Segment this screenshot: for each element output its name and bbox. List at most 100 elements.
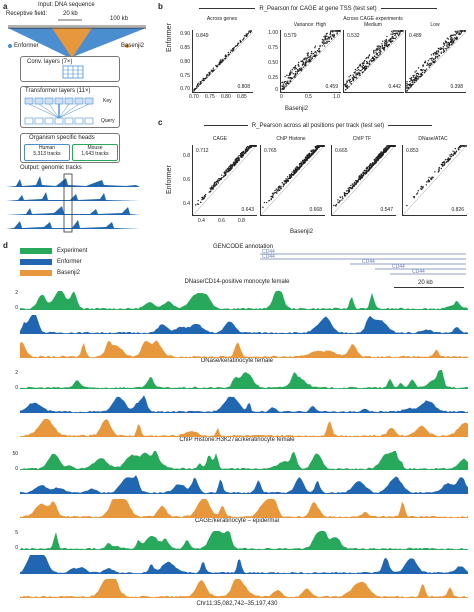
scatter-point [382,47,384,50]
scatter-point [334,30,336,32]
scatter-point [355,73,357,75]
scatter-point [449,154,451,156]
scatter-point [245,146,248,149]
transformer-layers-box: Transformer layers (11×) Key Query [20,86,120,128]
scatter-point [342,197,344,200]
scatter-point [289,80,291,82]
scatter-point [214,185,216,188]
scatter-point [348,76,350,78]
scatter-point [323,40,325,43]
scatter-point [363,59,366,62]
scatter-point [321,38,324,41]
scatter-point [227,168,229,170]
scatter-point [355,75,357,77]
track-experiment-h3k27ac [20,450,468,470]
scatter-point [436,50,438,52]
scatter-point [282,185,284,188]
panel-c-label: c [158,118,163,127]
track-experiment-monocyte [20,290,468,310]
scatter-point [417,67,420,69]
scatter-point [392,145,395,147]
scatter-point [411,79,413,81]
scatter-point [415,70,417,72]
organism-heads-label: Organism specific heads [29,135,95,141]
scatter-point [281,182,283,184]
c-scatter-chip-tf: 0.665 0.547 [331,145,396,216]
scatter-point [381,44,384,47]
scatter-point [366,166,369,169]
mouse-head: Mouse 1,643 tracks [72,144,118,161]
scatter-point [445,40,447,43]
scatter-point [315,54,318,56]
scatter-point [373,162,375,165]
scatter-point [362,172,364,175]
scatter-point [427,179,430,181]
scatter-point [448,43,451,46]
scatter-point [244,152,247,154]
scatter-point [392,32,394,34]
receptive-field-diagram [8,19,146,58]
scatter-point [195,87,197,90]
scatter-point [195,85,198,87]
scatter-point [233,165,236,167]
b-xtick: 0.85 [237,94,247,100]
scatter-point [446,37,449,39]
legend-item-enformer: Enformer [20,256,87,267]
scatter-point [218,63,221,65]
d-ytick: 0 [15,305,18,311]
scatter-point [308,60,311,62]
scatter-point [450,43,453,46]
scatter-point [281,81,283,84]
scatter-point [294,172,296,174]
scatter-point [212,67,214,69]
scatter-point [449,155,451,157]
scatter-point [387,44,389,46]
scatter-point [223,175,225,177]
scatter-point [376,56,379,59]
scatter-point [315,147,318,149]
scatter-point [369,59,372,61]
scatter-point [215,65,218,68]
receptive-field-label: Receptive field: [6,11,48,17]
scatter-point [229,51,232,54]
scatter-points [406,30,466,92]
scatter-point [236,157,238,160]
scatter-point [353,75,355,78]
scatter-point [301,159,304,162]
scatter-point [379,155,382,157]
scatter-point [300,67,302,69]
scatter-point [328,36,331,39]
scatter-point [215,184,217,187]
legend: Experiment Enformer Basenji2 [20,245,87,278]
scatter-point [443,164,445,166]
scatter-point [288,74,291,76]
track-basenji2-monocyte [20,338,468,358]
scatter-point [424,61,427,64]
scatter-point [367,56,370,58]
scatter-point [380,47,382,49]
scatter-point [288,82,290,84]
scatter-point [204,195,206,198]
scatter-point [322,39,325,41]
scatter-point [379,49,381,52]
scatter-point [347,79,349,81]
scatter-point [356,67,359,69]
panel-b-ylabel: Enformer [166,23,173,52]
scatter-point [304,57,306,59]
scatter-point [305,156,308,159]
scatter-point [301,60,303,63]
scatter-point [378,51,380,54]
scatter-point [210,69,213,72]
scatter-point [395,36,397,38]
scatter-point [350,184,352,187]
scatter-point [372,50,375,52]
scatter-point [298,65,300,68]
b-ytick: 0.75 [268,45,278,51]
scatter-point [388,40,391,42]
scatter-point [424,60,427,62]
scatter-point [385,148,388,150]
scatter-point [452,39,454,42]
scatter-point [452,150,454,152]
scatter-point [323,42,325,44]
scatter-point [228,167,231,170]
